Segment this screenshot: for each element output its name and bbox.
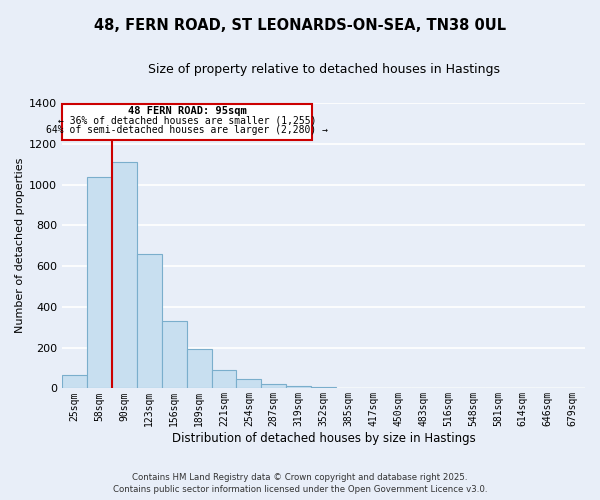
Bar <box>286 386 311 388</box>
Text: 48, FERN ROAD, ST LEONARDS-ON-SEA, TN38 0UL: 48, FERN ROAD, ST LEONARDS-ON-SEA, TN38 … <box>94 18 506 32</box>
Text: 48 FERN ROAD: 95sqm: 48 FERN ROAD: 95sqm <box>128 106 247 116</box>
Bar <box>162 321 187 388</box>
Bar <box>137 254 162 388</box>
Bar <box>236 378 262 388</box>
Bar <box>212 370 236 388</box>
Y-axis label: Number of detached properties: Number of detached properties <box>15 158 25 334</box>
Bar <box>262 384 286 388</box>
Text: 64% of semi-detached houses are larger (2,280) →: 64% of semi-detached houses are larger (… <box>46 125 328 135</box>
Text: ← 36% of detached houses are smaller (1,255): ← 36% of detached houses are smaller (1,… <box>58 116 317 126</box>
Bar <box>187 349 212 389</box>
FancyBboxPatch shape <box>62 104 313 140</box>
X-axis label: Distribution of detached houses by size in Hastings: Distribution of detached houses by size … <box>172 432 475 445</box>
Title: Size of property relative to detached houses in Hastings: Size of property relative to detached ho… <box>148 62 500 76</box>
Text: Contains HM Land Registry data © Crown copyright and database right 2025.
Contai: Contains HM Land Registry data © Crown c… <box>113 472 487 494</box>
Bar <box>62 375 87 388</box>
Bar <box>87 178 112 388</box>
Bar <box>112 162 137 388</box>
